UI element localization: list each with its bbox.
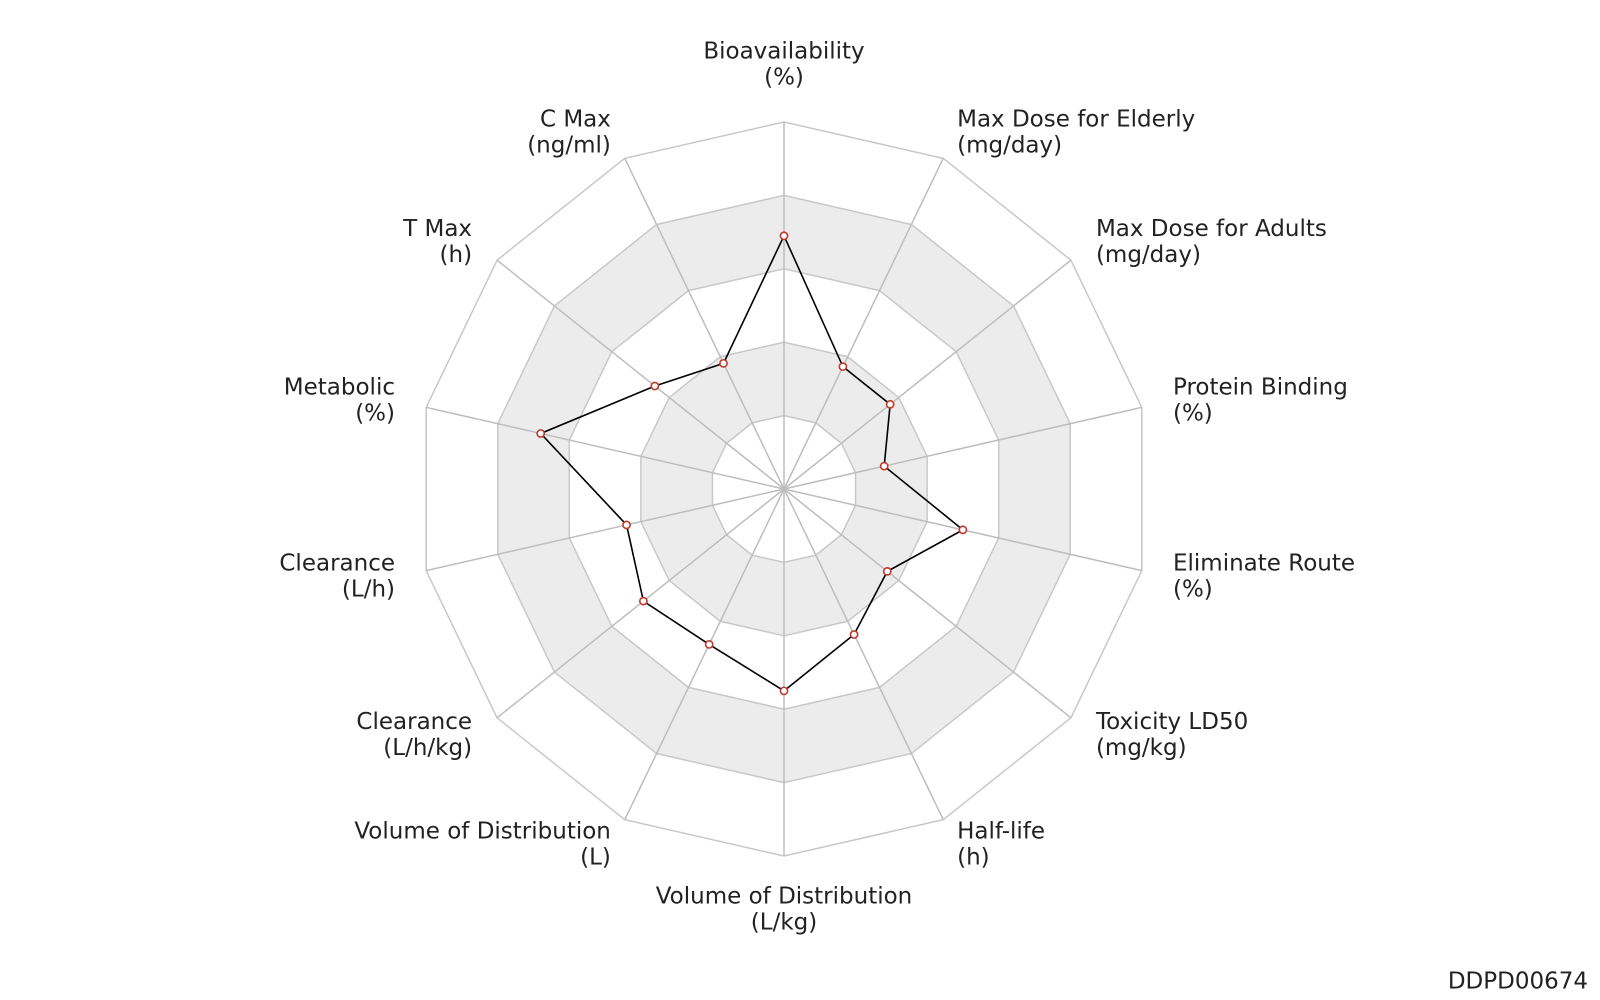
axis-label: C Max — [540, 107, 611, 133]
axis-label: (L) — [580, 844, 611, 870]
axis-label: Eliminate Route — [1173, 550, 1355, 576]
footer-id: DDPD00674 — [1448, 969, 1588, 995]
axis-label: Protein Binding — [1173, 375, 1348, 401]
axis-label: Max Dose for Elderly — [957, 107, 1195, 133]
axis-label: (mg/day) — [957, 133, 1062, 159]
axis-label: (h) — [957, 844, 990, 870]
axis-label: (L/kg) — [751, 910, 817, 936]
axis-label: (%) — [764, 65, 804, 91]
spoke — [783, 158, 944, 490]
axis-label: Toxicity LD50 — [1095, 709, 1248, 735]
data-point — [838, 362, 848, 372]
data-point — [779, 686, 789, 696]
spoke — [783, 488, 1072, 719]
data-point — [849, 630, 859, 639]
axis-label: Metabolic — [284, 375, 395, 401]
axis-label: (mg/day) — [1096, 242, 1201, 268]
spoke — [783, 488, 944, 820]
spoke — [426, 406, 785, 490]
axis-label: (L/h) — [342, 576, 395, 602]
data-point — [719, 358, 728, 368]
axis-label: T Max — [402, 216, 472, 242]
axis-label: (mg/kg) — [1096, 735, 1187, 761]
axis-label: (%) — [1173, 576, 1213, 602]
data-point — [639, 596, 648, 606]
spoke — [783, 259, 1072, 490]
spoke — [426, 488, 785, 572]
axis-label: (%) — [355, 401, 395, 427]
spoke — [783, 406, 1142, 490]
axis-label: Half-life — [957, 818, 1045, 844]
axis-label: (L/h/kg) — [383, 735, 472, 761]
data-point — [650, 381, 660, 391]
axis-label: (%) — [1173, 401, 1213, 427]
data-point — [958, 525, 968, 535]
spoke — [496, 259, 785, 490]
axis-label: Clearance — [356, 709, 472, 735]
spoke — [624, 158, 785, 490]
axis-label: Clearance — [279, 550, 395, 576]
data-point — [882, 566, 892, 576]
axis-label: Volume of Distribution — [354, 818, 611, 844]
data-point — [885, 399, 895, 409]
data-point — [622, 520, 631, 530]
axis-label: Volume of Distribution — [656, 884, 913, 910]
axis-label: Max Dose for Adults — [1096, 216, 1327, 242]
data-point — [536, 429, 546, 438]
axis-label: (h) — [440, 242, 473, 268]
data-point — [704, 640, 714, 649]
axis-label: Bioavailability — [703, 39, 864, 65]
axis-label: (ng/ml) — [527, 133, 611, 159]
data-point — [779, 231, 789, 241]
spoke — [624, 488, 785, 820]
data-point — [879, 461, 889, 471]
